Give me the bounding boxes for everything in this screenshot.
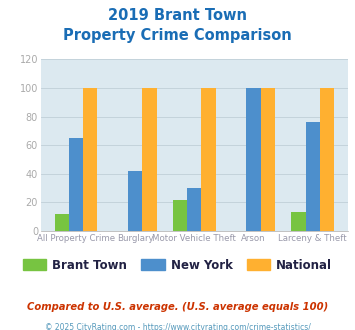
Bar (128, 171, 142, 231)
Bar (261, 88, 275, 231)
Text: © 2025 CityRating.com - https://www.cityrating.com/crime-statistics/: © 2025 CityRating.com - https://www.city… (45, 323, 310, 330)
Text: Property Crime Comparison: Property Crime Comparison (63, 28, 292, 43)
Bar (306, 122, 320, 231)
Legend: Brant Town, New York, National: Brant Town, New York, National (18, 254, 337, 276)
Bar (187, 188, 201, 231)
Bar (142, 88, 157, 231)
Bar (69, 138, 83, 231)
Text: 2019 Brant Town: 2019 Brant Town (108, 8, 247, 23)
Bar (291, 213, 306, 231)
Bar (201, 88, 215, 231)
Bar (55, 214, 69, 231)
Bar (83, 88, 97, 231)
Bar (246, 88, 261, 231)
Bar (173, 200, 187, 231)
Bar (320, 88, 334, 231)
Text: Compared to U.S. average. (U.S. average equals 100): Compared to U.S. average. (U.S. average … (27, 302, 328, 312)
